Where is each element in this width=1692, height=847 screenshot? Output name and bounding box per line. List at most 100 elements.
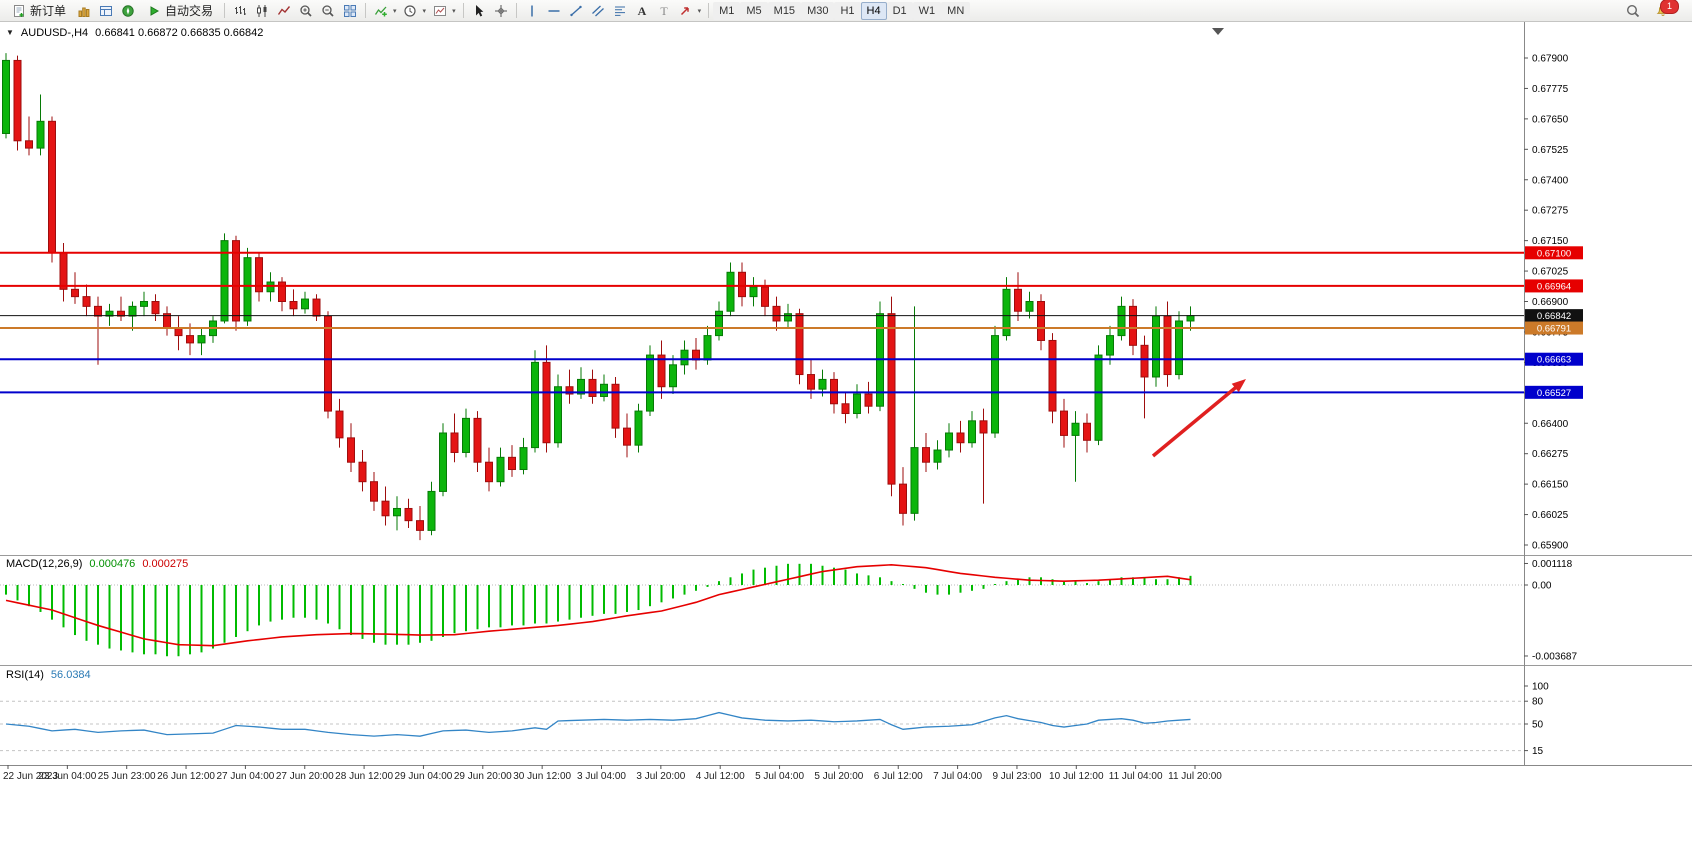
- horizontal-line-button[interactable]: [543, 1, 565, 21]
- candle-body: [393, 507, 401, 517]
- bar-chart-button[interactable]: [229, 1, 251, 21]
- svg-text:A: A: [637, 4, 646, 18]
- main-toolbar: 新订单 自动交易 ▾ ▾ ▾ A T ▾ M1 M5 M15 M30 H1 H4 D1 W1 MN 1: [0, 0, 1692, 22]
- candle-body: [634, 410, 643, 446]
- search-icon: [1626, 3, 1641, 18]
- templates-button[interactable]: ▾: [429, 1, 459, 21]
- channel-icon: [590, 3, 605, 18]
- time-axis-label: 23 Jun 04:00: [38, 771, 96, 782]
- candle-body: [186, 335, 194, 344]
- candle-body: [59, 252, 68, 290]
- chart-header: ▼ AUDUSD-,H4 0.66841 0.66872 0.66835 0.6…: [6, 27, 263, 39]
- rsi-name: RSI(14): [6, 669, 44, 681]
- timeframe-h1[interactable]: H1: [834, 1, 861, 20]
- candle-body: [611, 383, 620, 429]
- price-tick-label: 0.67150: [1532, 236, 1569, 247]
- fibonacci-button[interactable]: [609, 1, 631, 21]
- chart-canvas[interactable]: 0.67900 0.67775 0.67650 0.67525 0.67400 0.672…: [0, 22, 1692, 847]
- one-click-trading-icon[interactable]: ▼: [6, 28, 14, 37]
- candle-body: [2, 59, 10, 134]
- price-tick-label: 0.67400: [1532, 175, 1569, 186]
- time-axis-label: 27 Jun 20:00: [276, 771, 334, 782]
- auto-trading-button[interactable]: 自动交易: [139, 1, 220, 21]
- price-label-box: [1525, 321, 1583, 335]
- toolbar-right: 1: [1622, 0, 1688, 21]
- candle-body: [128, 305, 137, 317]
- rsi-line: [5, 711, 1191, 737]
- zoom-out-button[interactable]: [317, 1, 339, 21]
- vertical-line-button[interactable]: [521, 1, 543, 21]
- new-order-button[interactable]: 新订单: [4, 1, 73, 21]
- indicators-button[interactable]: ▾: [370, 1, 400, 21]
- price-label-text: 0.67100: [1537, 248, 1571, 259]
- candle-body: [347, 437, 355, 463]
- timeframe-m15[interactable]: M15: [767, 1, 802, 20]
- time-axis-label: 5 Jul 20:00: [814, 771, 863, 782]
- timeframe-w1[interactable]: W1: [912, 1, 942, 20]
- arrows-button[interactable]: ▾: [675, 1, 705, 21]
- candle-body: [370, 481, 378, 502]
- market-watch-button[interactable]: [73, 1, 95, 21]
- price-label-box: [1525, 385, 1583, 399]
- cursor-button[interactable]: [468, 1, 490, 21]
- zoom-in-button[interactable]: [295, 1, 317, 21]
- text-label-button[interactable]: T: [653, 1, 675, 21]
- trendline-button[interactable]: [565, 1, 587, 21]
- tile-windows-button[interactable]: [339, 1, 361, 21]
- channel-button[interactable]: [587, 1, 609, 21]
- time-axis-label: 3 Jul 20:00: [636, 771, 685, 782]
- candle-body: [1186, 315, 1195, 322]
- candle-body: [301, 298, 309, 310]
- data-window-button[interactable]: [95, 1, 117, 21]
- auto-trading-button-label: 自动交易: [165, 4, 214, 18]
- candle-body: [94, 305, 102, 317]
- timeframe-m30[interactable]: M30: [801, 1, 835, 20]
- price-tick-label: 0.67650: [1532, 114, 1569, 125]
- candle-body: [1140, 344, 1149, 378]
- time-axis-label: 27 Jun 04:00: [216, 771, 274, 782]
- candle-body: [324, 315, 332, 412]
- price-tick-label: 0.66150: [1532, 480, 1569, 491]
- price-label-box: [1525, 352, 1583, 366]
- chart-container: 0.67900 0.67775 0.67650 0.67525 0.67400 0.672…: [0, 22, 1692, 847]
- macd-axis-label: 0.001118: [1532, 559, 1573, 570]
- crosshair-icon: [493, 3, 508, 18]
- search-button[interactable]: [1622, 1, 1644, 21]
- chevron-down-icon: ▾: [697, 7, 702, 15]
- new-order-button-label: 新订单: [30, 4, 67, 18]
- candle-body: [496, 456, 505, 483]
- timeframe-m5[interactable]: M5: [740, 1, 768, 20]
- timeframe-mn[interactable]: MN: [941, 1, 971, 20]
- trend-arrow-head[interactable]: [1231, 379, 1246, 393]
- trendline-icon: [568, 3, 583, 18]
- candle-body: [450, 432, 459, 453]
- text-icon: A: [634, 3, 649, 18]
- candle-body: [554, 386, 562, 444]
- line-chart-button[interactable]: [273, 1, 295, 21]
- timeframe-m1[interactable]: M1: [713, 1, 741, 20]
- rsi-axis-label: 80: [1532, 697, 1544, 708]
- bar-chart-icon: [233, 3, 248, 18]
- time-axis-label: 7 Jul 04:00: [933, 771, 982, 782]
- price-tick-label: 0.67025: [1532, 267, 1569, 278]
- chart-shift-marker[interactable]: [1212, 28, 1224, 35]
- trend-arrow-line[interactable]: [1151, 385, 1238, 458]
- rsi-axis-label: 15: [1532, 746, 1544, 757]
- notifications-button[interactable]: 1: [1652, 0, 1679, 21]
- candle-body: [807, 374, 815, 390]
- time-axis-label: 11 Jul 20:00: [1168, 771, 1222, 782]
- candle-body: [680, 349, 689, 366]
- timeframe-h4[interactable]: H4: [860, 1, 887, 20]
- price-label-box: [1525, 309, 1583, 323]
- chevron-down-icon: ▾: [393, 7, 397, 15]
- navigator-button[interactable]: [117, 1, 139, 21]
- candle-body: [508, 456, 516, 471]
- price-tick-label: 0.66400: [1532, 419, 1569, 430]
- text-button[interactable]: A: [631, 1, 653, 21]
- timeframe-d1[interactable]: D1: [886, 1, 913, 20]
- crosshair-button[interactable]: [490, 1, 512, 21]
- candlestick-chart-button[interactable]: [251, 1, 273, 21]
- periods-button[interactable]: ▾: [400, 1, 430, 21]
- candle-body: [531, 361, 539, 449]
- candle-body: [1002, 288, 1011, 337]
